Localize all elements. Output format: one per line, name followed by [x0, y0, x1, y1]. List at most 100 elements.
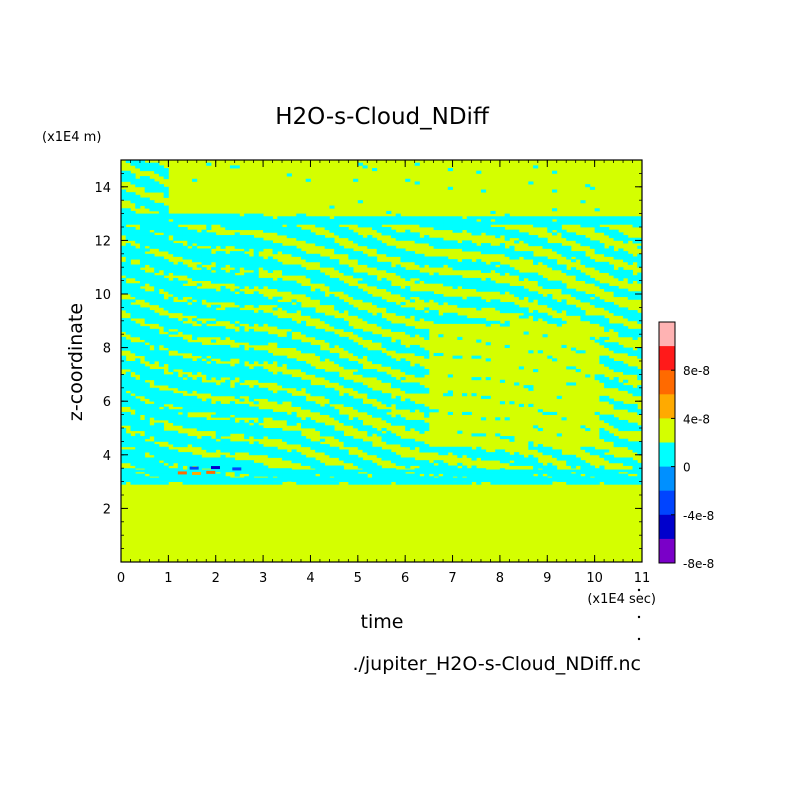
heatmap-cell [319, 261, 326, 265]
heatmap-cell [144, 441, 150, 445]
heatmap-cell [400, 235, 406, 239]
heatmap-cell [509, 310, 515, 314]
heatmap-cell [154, 331, 160, 335]
heatmap-cell [452, 218, 458, 223]
heatmap-cell [253, 216, 259, 220]
heatmap-cell [139, 363, 146, 367]
heatmap-cell [173, 216, 179, 220]
heatmap-cell [310, 240, 316, 244]
heatmap-cell [135, 414, 141, 418]
heatmap-cell [125, 460, 131, 464]
heatmap-cell [319, 428, 326, 432]
heatmap-cell [367, 331, 373, 335]
heatmap-cell [135, 344, 141, 348]
heatmap-cell [163, 245, 169, 249]
heatmap-cell [419, 369, 425, 373]
heatmap-cell [196, 221, 202, 225]
heatmap-cell [324, 473, 330, 477]
heatmap-cell [163, 323, 169, 327]
heatmap-cell [443, 283, 449, 287]
heatmap-cell [210, 304, 217, 308]
heatmap-cell [414, 428, 420, 432]
heatmap-cell [443, 240, 449, 244]
heatmap-cell [319, 422, 326, 426]
heatmap-cell [319, 218, 326, 223]
heatmap-cell [343, 379, 349, 383]
heatmap-cell [305, 237, 311, 241]
heatmap-cell [428, 277, 434, 281]
heatmap-cell [239, 446, 245, 450]
heatmap-cell [291, 304, 297, 308]
heatmap-cell [125, 422, 131, 426]
heatmap-cell [296, 302, 302, 306]
heatmap-cell [239, 253, 245, 257]
heatmap-cell [462, 218, 468, 223]
heatmap-cell [135, 326, 141, 330]
heatmap-cell [386, 438, 392, 442]
heatmap-cell [272, 307, 278, 311]
heatmap-cell [329, 336, 335, 340]
heatmap-cell [196, 296, 202, 300]
heatmap-cell [296, 237, 302, 241]
heatmap-cell [296, 227, 302, 231]
heatmap-cell [386, 430, 392, 434]
heatmap-cell [130, 178, 136, 182]
heatmap-cell [329, 315, 335, 319]
heatmap-cell [121, 363, 127, 367]
heatmap-cell [130, 382, 136, 386]
heatmap-cell [372, 358, 378, 362]
heatmap-cell [215, 403, 221, 407]
heatmap-cell [362, 291, 368, 295]
heatmap-cell [229, 218, 236, 223]
heatmap-cell [215, 460, 221, 464]
heatmap-cell [173, 248, 179, 252]
heatmap-cell [263, 433, 269, 437]
heatmap-cell [480, 245, 487, 249]
heatmap-cell [329, 261, 335, 265]
heatmap-cell [509, 256, 515, 260]
heatmap-cell [215, 422, 221, 426]
heatmap-cell [192, 409, 198, 413]
heatmap-cell [329, 221, 335, 225]
heatmap-cell [424, 272, 430, 276]
heatmap-cell [329, 387, 335, 391]
heatmap-cell [149, 406, 155, 410]
heatmap-cell [135, 160, 141, 164]
heatmap-cell [130, 449, 136, 453]
heatmap-cell [324, 237, 330, 241]
heatmap-cell [144, 393, 150, 397]
heatmap-cell [395, 401, 401, 405]
heatmap-cell [296, 403, 302, 407]
heatmap-cell [372, 355, 378, 359]
heatmap-cell [201, 251, 207, 255]
heatmap-cell [324, 283, 330, 287]
heatmap-cell [353, 216, 359, 220]
heatmap-cell [414, 422, 420, 426]
heatmap-cell [234, 406, 240, 410]
heatmap-cell [154, 264, 160, 268]
heatmap-cell [476, 473, 482, 477]
heatmap-cell [229, 452, 236, 456]
heatmap-cell [353, 425, 359, 429]
heatmap-cell [372, 352, 378, 357]
heatmap-cell [286, 221, 292, 225]
heatmap-cell [305, 425, 311, 429]
heatmap-cell [504, 283, 510, 287]
heatmap-cell [229, 331, 236, 335]
heatmap-cell [168, 296, 174, 300]
heatmap-cell [367, 390, 373, 394]
heatmap-cell [177, 342, 183, 346]
heatmap-cell [386, 454, 392, 458]
heatmap-cell [206, 457, 212, 461]
heatmap-cell [372, 339, 378, 343]
heatmap-cell [372, 395, 378, 399]
heatmap-cell [168, 285, 174, 290]
heatmap-cell [452, 216, 458, 220]
heatmap-cell [357, 352, 363, 357]
heatmap-cell [438, 227, 444, 231]
heatmap-cell [338, 358, 345, 362]
heatmap-cell [409, 259, 416, 263]
heatmap-cell [229, 240, 236, 244]
heatmap-cell [485, 251, 491, 255]
heatmap-cell [329, 473, 335, 477]
